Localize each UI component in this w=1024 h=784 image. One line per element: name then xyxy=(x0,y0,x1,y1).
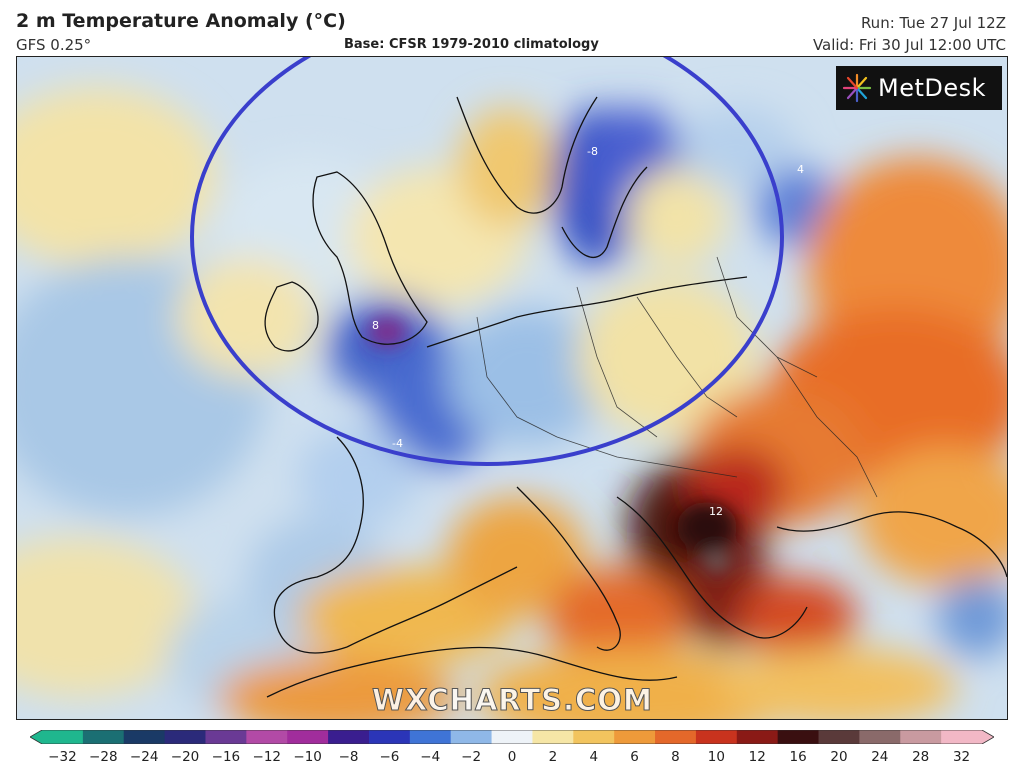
colorbar-tick-label: 28 xyxy=(912,749,930,765)
iberia-west-outline xyxy=(273,436,364,654)
colorbar-segment xyxy=(287,730,329,744)
border-line xyxy=(476,316,558,438)
run-label: Run: Tue 27 Jul 12Z xyxy=(860,14,1006,32)
anomaly-map: 8 12 4 -4 -8 xyxy=(16,56,1008,720)
colorbar-segment xyxy=(164,730,207,744)
highlight-ellipse xyxy=(190,57,784,466)
colorbar-segment xyxy=(450,730,493,744)
colorbar-segment xyxy=(42,730,84,744)
colorbar-tick-label: −20 xyxy=(170,749,200,765)
colorbar-segment xyxy=(532,730,574,744)
border-line xyxy=(576,286,658,438)
colorbar-tick-label: 2 xyxy=(548,749,558,765)
balkans-outline xyxy=(616,496,808,639)
scandinavia-west-outline xyxy=(456,96,598,214)
model-label: GFS 0.25° xyxy=(16,36,92,54)
colorbar-segment xyxy=(695,730,738,744)
colorbar-tick-label: 24 xyxy=(871,749,889,765)
colorbar-tick-label: −32 xyxy=(48,749,77,765)
colorbar-segment xyxy=(736,730,779,744)
colorbar-tick-label: 10 xyxy=(707,749,725,765)
anomaly-cores xyxy=(367,317,737,572)
colorbar-tick-label: −28 xyxy=(89,749,118,765)
colorbar-tick-label: 12 xyxy=(748,749,766,765)
contour-label: -4 xyxy=(392,437,403,450)
anomaly-map-svg: 8 12 4 -4 -8 xyxy=(17,57,1007,719)
colorbar-tick-label: −24 xyxy=(129,749,159,765)
colorbar-tick-label: −6 xyxy=(379,749,400,765)
colorbar-left-arrow xyxy=(30,730,42,744)
iberia-south-outline xyxy=(346,566,518,648)
metdesk-logo-text: MetDesk xyxy=(878,74,987,102)
colorbar-tick-label: 4 xyxy=(589,749,599,765)
base-climatology-label: Base: CFSR 1979-2010 climatology xyxy=(344,37,599,52)
colorbar-tick-label: −4 xyxy=(420,749,441,765)
colorbar-tick-label: 0 xyxy=(507,749,517,765)
colorbar-tick-label: 8 xyxy=(671,749,680,765)
colorbar-segment xyxy=(82,730,125,744)
colorbar-segments xyxy=(30,730,994,744)
borders xyxy=(476,256,878,498)
border-line xyxy=(636,296,738,418)
contour-label: 12 xyxy=(709,505,723,518)
italy-outline xyxy=(516,486,621,651)
colorbar-segment xyxy=(123,730,166,744)
colorbar-segment xyxy=(205,730,247,744)
colorbar-right-arrow xyxy=(982,730,994,744)
north-coast-outline xyxy=(426,276,748,348)
colorbar-segment xyxy=(777,730,820,744)
contour-label: -8 xyxy=(587,145,598,158)
colorbar-segment xyxy=(246,730,288,744)
valid-time-label: Valid: Fri 30 Jul 12:00 UTC xyxy=(812,36,1006,54)
colorbar-segment xyxy=(368,730,411,744)
coastlines xyxy=(264,96,1007,698)
colorbar-segment xyxy=(859,730,901,744)
colorbar-segment xyxy=(900,730,942,744)
wxcharts-watermark: WXCHARTS.COM xyxy=(372,683,653,718)
colorbar-tick-label: 6 xyxy=(630,749,639,765)
contour-label: 8 xyxy=(372,319,379,332)
colorbar-tick-label: −10 xyxy=(293,749,322,765)
colorbar-segment xyxy=(328,730,370,744)
colorbar-segment xyxy=(573,730,615,744)
colorbar-tick-label: 32 xyxy=(952,749,971,765)
colorbar-tick-label: 16 xyxy=(789,749,807,765)
border-line xyxy=(716,256,818,378)
border-line xyxy=(556,436,738,478)
colorbar-segment xyxy=(409,730,452,744)
great-britain-outline xyxy=(312,171,428,345)
colorbar-segment xyxy=(614,730,656,744)
contour-labels: 8 12 4 -4 -8 xyxy=(372,145,804,518)
border-line xyxy=(776,356,878,498)
sweden-outline xyxy=(561,166,648,259)
colorbar-tick-label: 20 xyxy=(830,749,848,765)
colorbar-segment xyxy=(941,730,983,744)
colorbar-segment xyxy=(818,730,860,744)
metdesk-burst-icon xyxy=(842,73,872,103)
colorbar-tick-label: −12 xyxy=(252,749,282,765)
map-title: 2 m Temperature Anomaly (°C) xyxy=(16,10,346,32)
black-sea-outline xyxy=(776,511,1007,578)
north-africa-outline xyxy=(266,646,678,698)
colorbar xyxy=(30,730,994,744)
colorbar-tick-label: −8 xyxy=(338,749,359,765)
ireland-outline xyxy=(264,281,319,352)
colorbar-tick-label: −2 xyxy=(461,749,482,765)
contour-label: 4 xyxy=(797,163,804,176)
colorbar-tick-label: −16 xyxy=(211,749,241,765)
colorbar-segment xyxy=(655,730,697,744)
metdesk-logo: MetDesk xyxy=(836,66,1002,110)
colorbar-segment xyxy=(491,730,534,744)
